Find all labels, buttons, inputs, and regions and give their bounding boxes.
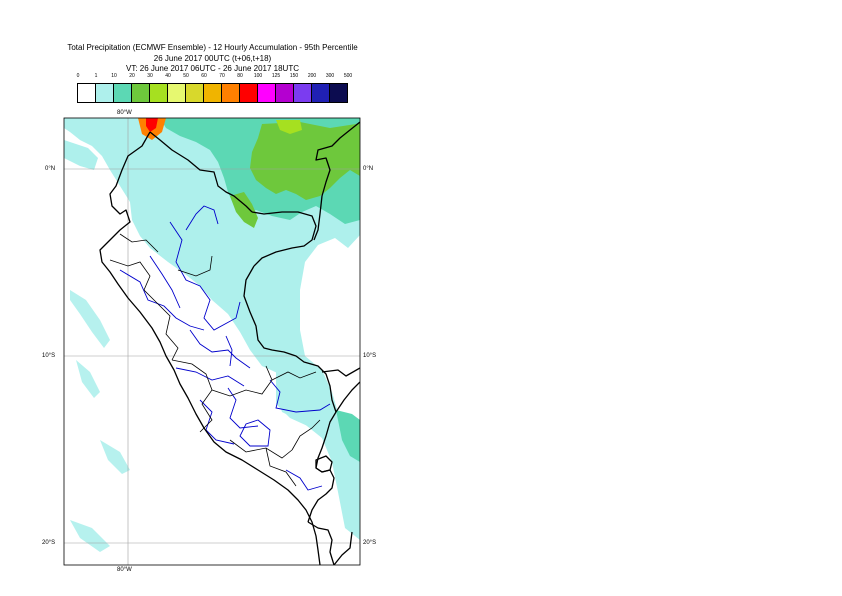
region-border-6: [271, 371, 317, 381]
legend-label: 20: [129, 73, 135, 79]
region-border-2: [155, 301, 179, 361]
region-border-8: [265, 447, 297, 487]
legend-label: 1: [94, 73, 98, 79]
legend-label: 100: [253, 73, 263, 79]
map-frame: [63, 117, 361, 566]
map-gridlines: [64, 118, 360, 565]
legend-color-box: [114, 84, 132, 102]
legend-color-box: [132, 84, 150, 102]
legend-color-box: [222, 84, 240, 102]
legend-label: 80: [237, 73, 243, 79]
precip-red-north: [146, 118, 158, 132]
legend-color-box: [258, 84, 276, 102]
dept-border-11: [185, 205, 219, 231]
dept-border-1: [169, 221, 241, 331]
lat-label-20s-right: 20°S: [363, 540, 377, 546]
legend-color-box: [96, 84, 114, 102]
title-line-3: VT: 26 June 2017 06UTC - 26 June 2017 18…: [126, 64, 299, 73]
legend-color-box: [312, 84, 330, 102]
dept-border-3: [149, 255, 181, 309]
dept-border-9: [239, 419, 271, 447]
border-colombia-ecuador: [149, 131, 253, 213]
legend-label: 125: [271, 73, 281, 79]
legend-color-box: [78, 84, 96, 102]
lon-label-top: 80°W: [117, 110, 132, 116]
border-chile-argentina: [333, 531, 353, 565]
legend-label: 500: [343, 73, 353, 79]
lake-titicaca: [315, 455, 333, 473]
lat-label-10s-left: 10°S: [42, 353, 56, 359]
precip-light-cyan-north: [64, 118, 360, 540]
precipitation-shading: [64, 118, 360, 552]
dept-border-6: [269, 379, 331, 413]
border-chile-bolivia: [307, 521, 335, 565]
legend-label: 60: [201, 73, 207, 79]
coastline: [99, 131, 321, 565]
region-border-10: [177, 255, 213, 277]
legend-label: 40: [165, 73, 171, 79]
border-bolivia-brazil: [335, 381, 360, 413]
precip-offshore-streaks: [70, 290, 130, 552]
legend-label: 10: [111, 73, 117, 79]
precip-green-west: [230, 192, 258, 228]
precip-lime-north: [276, 120, 302, 134]
legend-color-box: [150, 84, 168, 102]
dept-border-10: [285, 469, 323, 491]
country-borders: [99, 121, 360, 565]
precip-green-north: [250, 122, 360, 200]
legend-label: 150: [289, 73, 299, 79]
border-peru-brazil: [243, 265, 337, 413]
dept-border-5: [175, 367, 245, 387]
legend-label: 0: [76, 73, 80, 79]
legend-color-box: [240, 84, 258, 102]
precip-light-cyan-east: [276, 368, 360, 480]
legend-label: 300: [325, 73, 335, 79]
lon-label-bottom: 80°W: [117, 567, 132, 573]
region-border-9: [119, 233, 159, 253]
legend-label: 30: [147, 73, 153, 79]
lat-label-20s-left: 20°S: [42, 540, 56, 546]
map-content: [64, 118, 360, 565]
dept-border-7: [227, 387, 259, 429]
legend-label: 50: [183, 73, 189, 79]
region-border-4: [211, 365, 273, 397]
border-brazil-bolivia-east: [321, 367, 360, 377]
border-peru-colombia: [251, 211, 317, 267]
legend-label: 70: [219, 73, 225, 79]
dept-border-12: [225, 335, 233, 367]
legend-color-box: [330, 84, 347, 102]
precip-light-cyan-coast: [64, 140, 98, 170]
dept-border-4: [189, 329, 251, 369]
legend-color-box: [276, 84, 294, 102]
legend-color-box: [186, 84, 204, 102]
regional-borders: [109, 233, 321, 487]
region-border-7: [291, 419, 321, 451]
border-colombia-brazil: [313, 121, 360, 241]
legend-color-box: [168, 84, 186, 102]
precipitation-legend: [77, 83, 348, 103]
title-line-1: Total Precipitation (ECMWF Ensemble) - 1…: [67, 43, 358, 52]
lat-label-0-right: 0°N: [363, 166, 374, 172]
lat-label-0-left: 0°N: [45, 166, 56, 172]
title-line-2: 26 June 2017 00UTC (t+06,t+18): [153, 54, 272, 63]
precip-teal-east: [336, 410, 360, 462]
department-borders: [119, 205, 331, 491]
dept-border-2: [119, 269, 205, 331]
legend-color-box: [204, 84, 222, 102]
lat-label-10s-right: 10°S: [363, 353, 377, 359]
region-border-1: [109, 259, 157, 303]
legend-label: 200: [307, 73, 317, 79]
legend-labels: 0 1 10 20 30 40 50 60 70 80 100 125 150 200 300 500: [0, 73, 842, 83]
legend-color-box: [294, 84, 312, 102]
